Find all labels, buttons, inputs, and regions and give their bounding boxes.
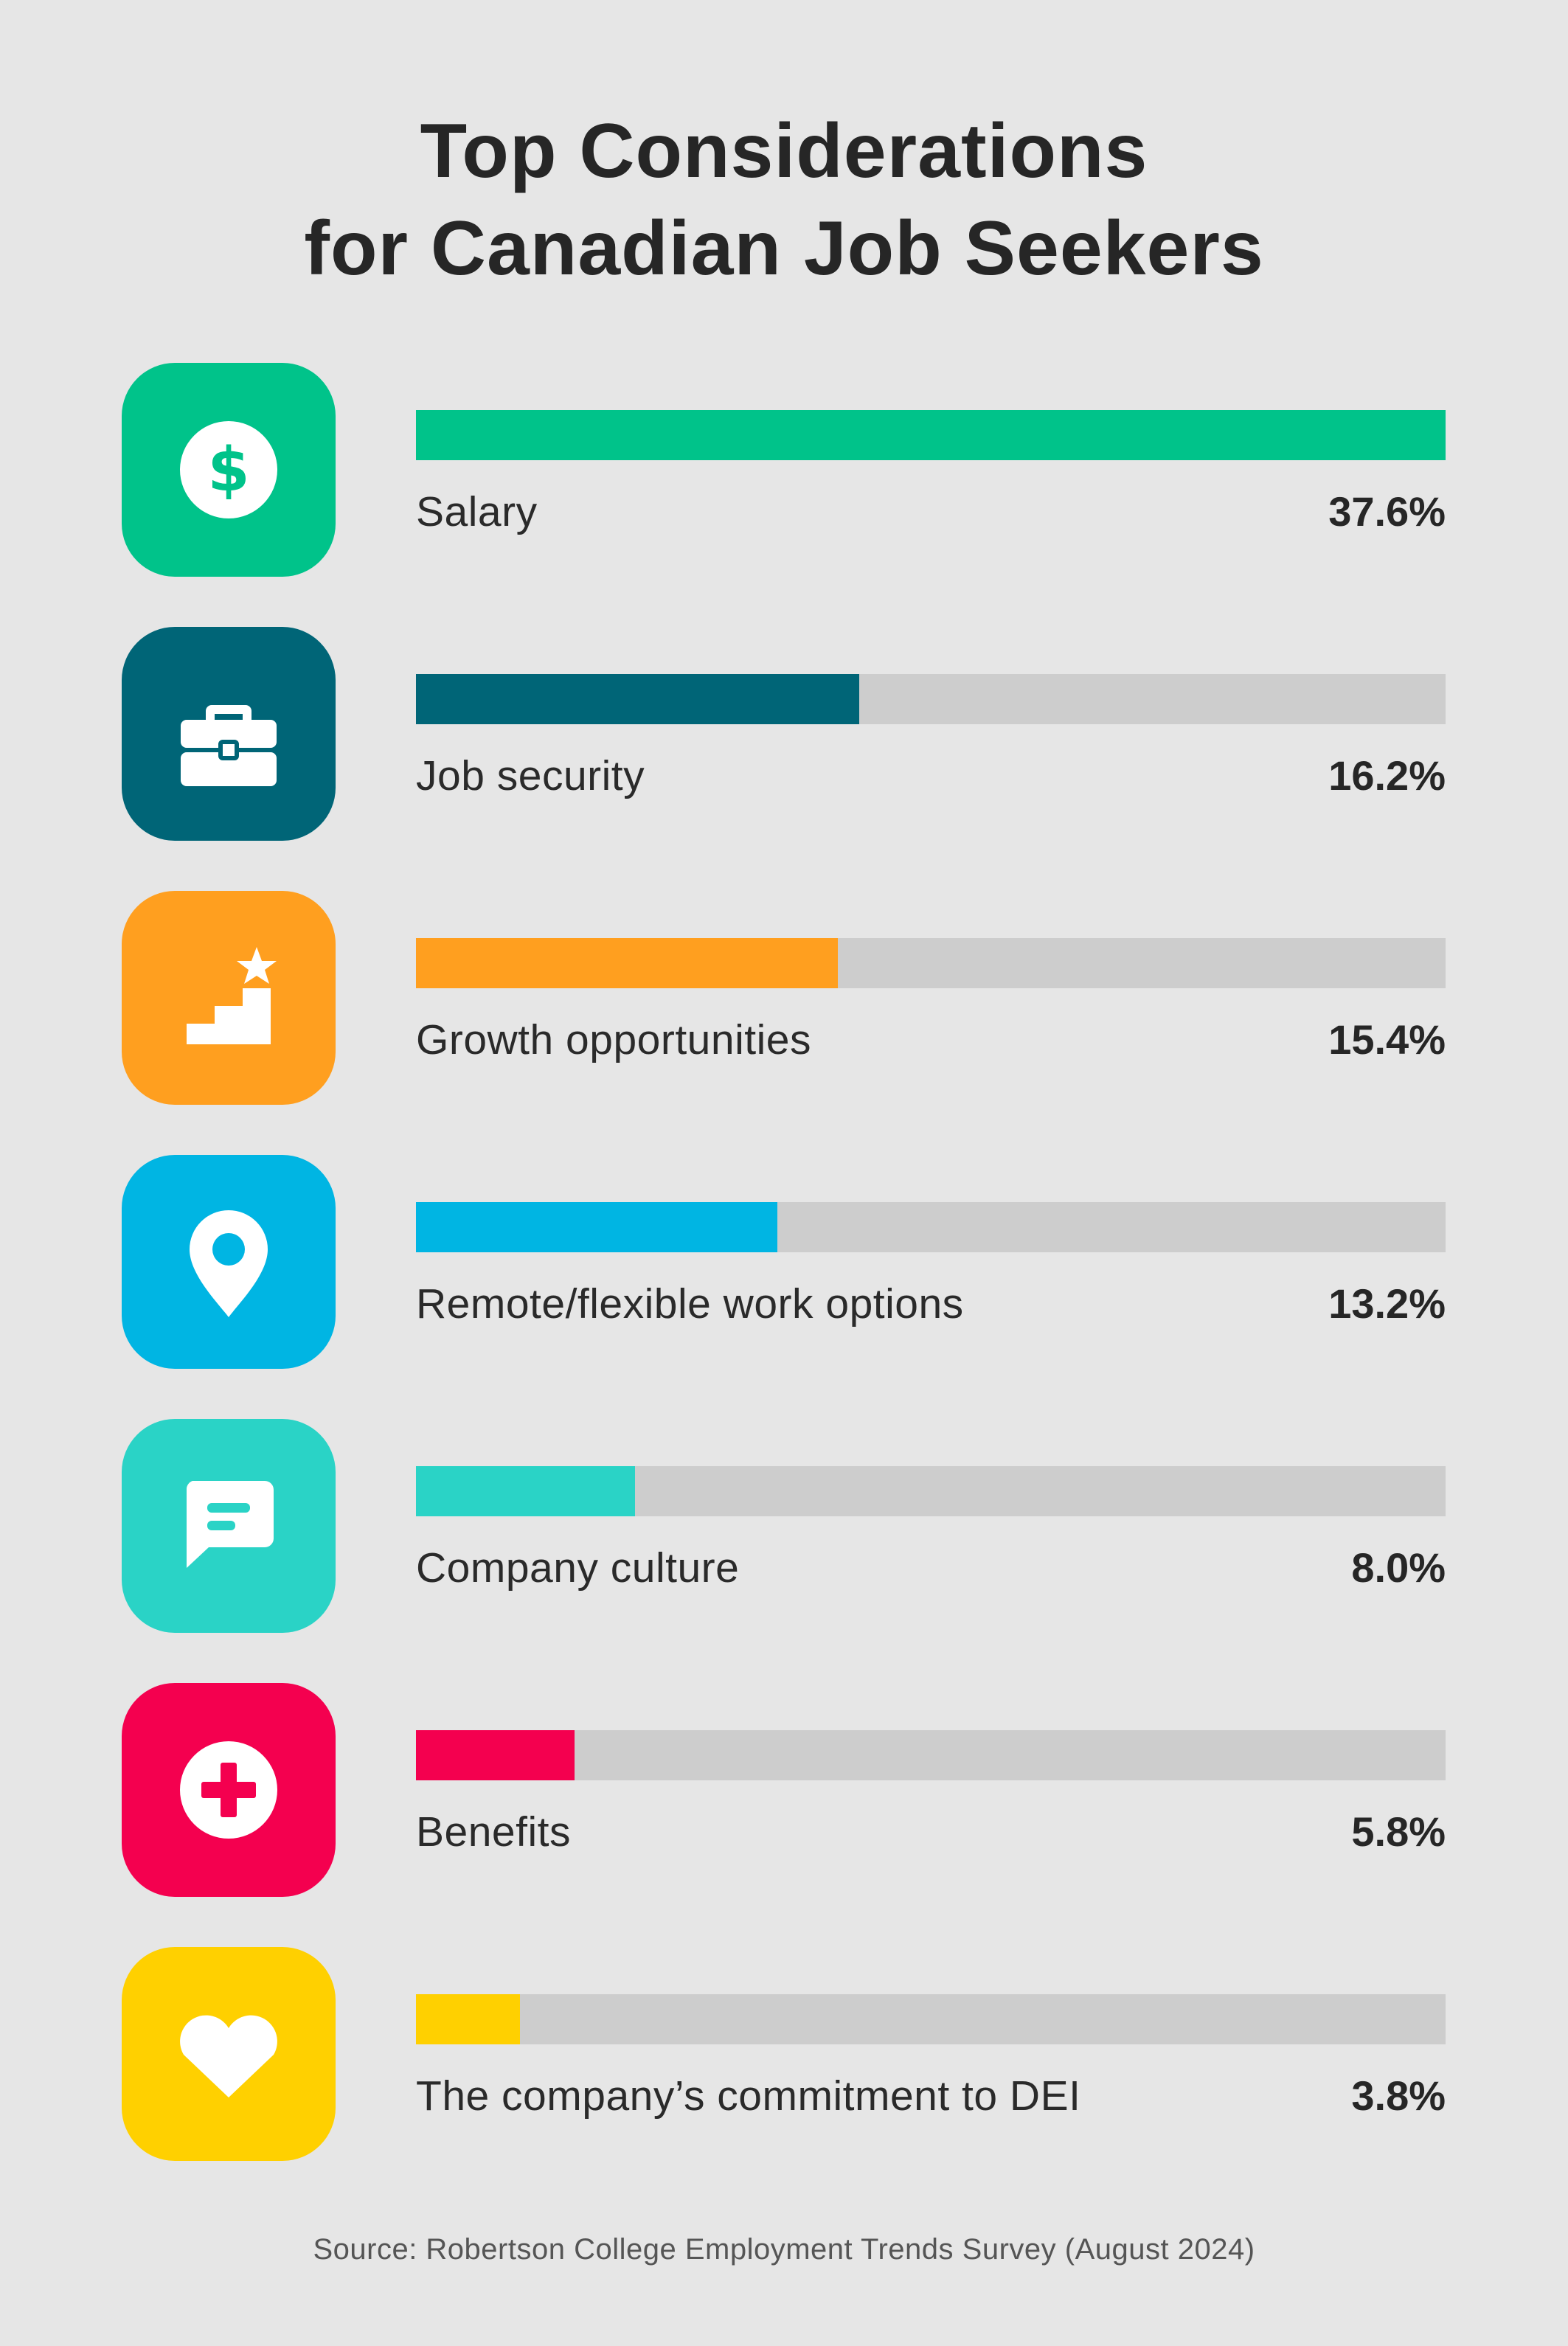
bar	[416, 938, 838, 988]
value-label: 15.4%	[1328, 1016, 1446, 1063]
value-label: 16.2%	[1328, 752, 1446, 799]
icon-tile	[122, 1419, 336, 1633]
bar-track	[416, 938, 1446, 988]
medical-cross-icon	[180, 1741, 277, 1839]
bar	[416, 1466, 635, 1516]
bar-track	[416, 1466, 1446, 1516]
chart-title-line-2: for Canadian Job Seekers	[304, 206, 1264, 291]
chat-bubble-icon	[186, 1481, 274, 1568]
bar	[416, 1202, 777, 1252]
icon-tile: $	[122, 363, 336, 577]
bar	[416, 1994, 520, 2044]
category-label: Company culture	[416, 1544, 740, 1592]
value-label: 13.2%	[1328, 1280, 1446, 1327]
bar-row: Company culture 8.0%	[0, 1419, 1568, 1633]
briefcase-icon	[181, 705, 277, 786]
bar-row: Growth opportunities 15.4%	[0, 891, 1568, 1105]
category-label: Benefits	[416, 1808, 571, 1856]
icon-tile	[122, 1683, 336, 1897]
icon-tile	[122, 891, 336, 1105]
chart-title-line-1: Top Considerations	[420, 108, 1148, 194]
value-label: 37.6%	[1328, 488, 1446, 535]
category-label: Salary	[416, 488, 538, 535]
svg-text:$: $	[207, 435, 249, 505]
icon-tile	[122, 1947, 336, 2161]
source-note: Source: Robertson College Employment Tre…	[313, 2233, 1255, 2266]
bar	[416, 1730, 575, 1780]
category-label: The company’s commitment to DEI	[416, 2072, 1081, 2120]
icon-tile	[122, 1155, 336, 1369]
category-label: Job security	[416, 752, 645, 799]
category-label: Remote/flexible work options	[416, 1280, 964, 1328]
bar-track	[416, 674, 1446, 724]
dollar-icon: $	[180, 421, 277, 518]
value-label: 5.8%	[1351, 1808, 1446, 1855]
bar-track	[416, 410, 1446, 460]
location-pin-icon	[190, 1210, 268, 1317]
icon-tile	[122, 627, 336, 841]
bar-track	[416, 1202, 1446, 1252]
category-label: Growth opportunities	[416, 1016, 811, 1063]
bar-row: Remote/flexible work options 13.2%	[0, 1155, 1568, 1369]
value-label: 8.0%	[1351, 1544, 1446, 1591]
bar	[416, 410, 1446, 460]
bar-row: $ Salary 37.6%	[0, 363, 1568, 577]
bar-row: Benefits 5.8%	[0, 1683, 1568, 1897]
stairs-star-icon	[187, 947, 277, 1044]
bar-track	[416, 1730, 1446, 1780]
heart-icon	[180, 2015, 277, 2097]
value-label: 3.8%	[1351, 2072, 1446, 2119]
bar	[416, 674, 859, 724]
bar-track	[416, 1994, 1446, 2044]
bar-row: The company’s commitment to DEI 3.8%	[0, 1947, 1568, 2161]
bar-row: Job security 16.2%	[0, 627, 1568, 841]
